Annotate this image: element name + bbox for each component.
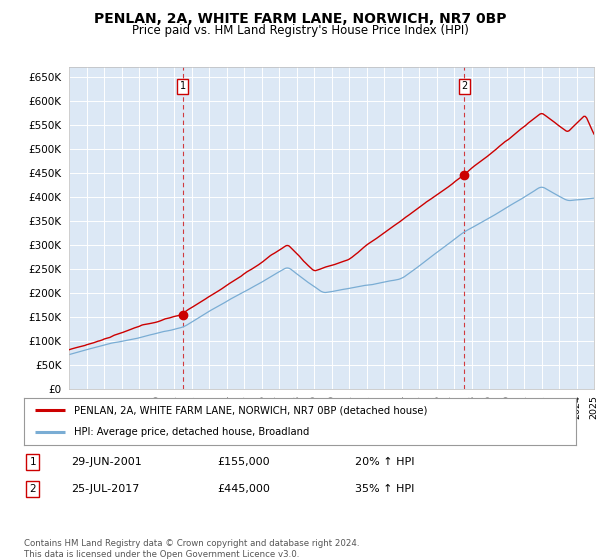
Text: PENLAN, 2A, WHITE FARM LANE, NORWICH, NR7 0BP: PENLAN, 2A, WHITE FARM LANE, NORWICH, NR… <box>94 12 506 26</box>
Text: 29-JUN-2001: 29-JUN-2001 <box>71 457 142 467</box>
Text: 2: 2 <box>461 81 467 91</box>
Text: HPI: Average price, detached house, Broadland: HPI: Average price, detached house, Broa… <box>74 427 309 437</box>
Text: 1: 1 <box>29 457 36 467</box>
Text: 2: 2 <box>29 484 36 494</box>
Text: £445,000: £445,000 <box>217 484 270 494</box>
Text: PENLAN, 2A, WHITE FARM LANE, NORWICH, NR7 0BP (detached house): PENLAN, 2A, WHITE FARM LANE, NORWICH, NR… <box>74 405 427 416</box>
Text: Price paid vs. HM Land Registry's House Price Index (HPI): Price paid vs. HM Land Registry's House … <box>131 24 469 37</box>
Text: 25-JUL-2017: 25-JUL-2017 <box>71 484 139 494</box>
Text: £155,000: £155,000 <box>217 457 270 467</box>
Text: 1: 1 <box>179 81 186 91</box>
Text: 20% ↑ HPI: 20% ↑ HPI <box>355 457 415 467</box>
Text: 35% ↑ HPI: 35% ↑ HPI <box>355 484 415 494</box>
Text: Contains HM Land Registry data © Crown copyright and database right 2024.
This d: Contains HM Land Registry data © Crown c… <box>24 539 359 559</box>
